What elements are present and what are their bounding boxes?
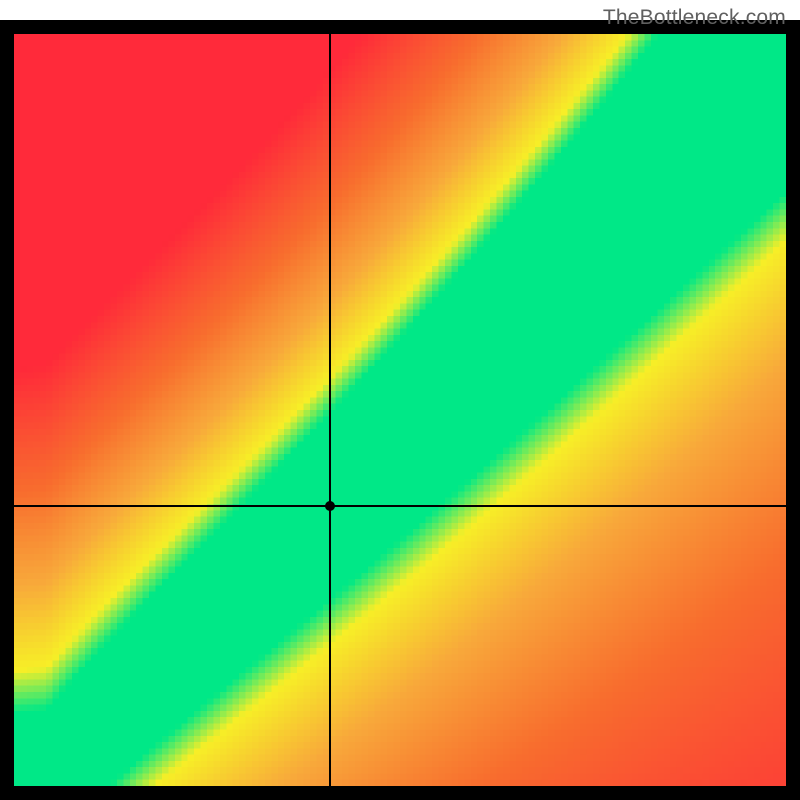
heatmap-canvas [14,34,786,786]
crosshair-vertical [329,34,331,786]
plot-border-bottom [0,786,800,800]
plot-border-right [786,20,800,800]
chart-frame: TheBottleneck.com [0,0,800,800]
heatmap-plot-area [14,34,786,786]
crosshair-horizontal [14,505,786,507]
plot-border-left [0,20,14,800]
watermark-text: TheBottleneck.com [603,6,786,30]
crosshair-marker [325,501,335,511]
